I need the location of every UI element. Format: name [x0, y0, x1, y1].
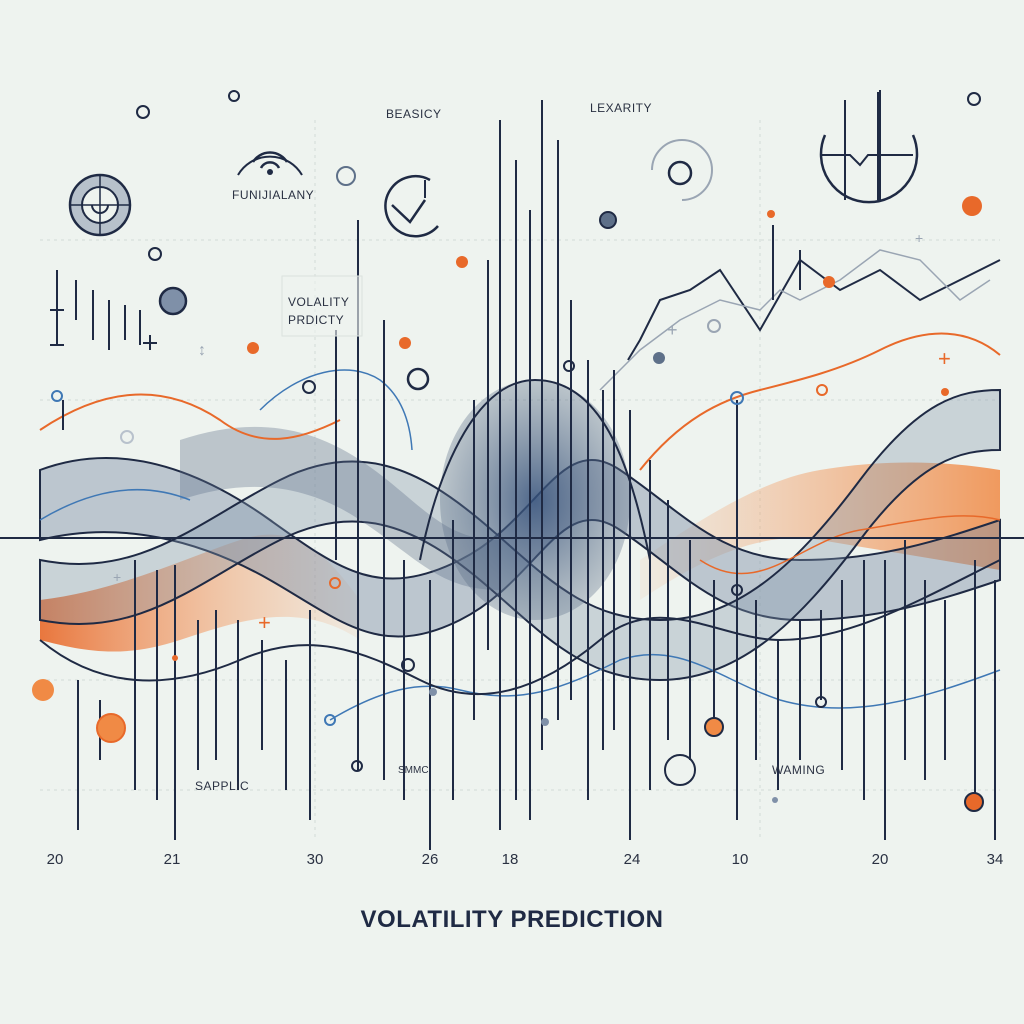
- ribbon-3: [180, 426, 500, 590]
- annotation-funijialany: FUNIJIALANY: [232, 188, 314, 202]
- x-tick-label: 20: [872, 851, 889, 868]
- marker-dot: [563, 360, 575, 372]
- marker-dot: [772, 797, 778, 803]
- marker-dot: [707, 319, 721, 333]
- svg-text:+: +: [915, 230, 923, 246]
- marker-dot: [336, 166, 356, 186]
- marker-dot: [96, 713, 126, 743]
- marker-dot: [731, 584, 743, 596]
- x-tick-label: 18: [502, 851, 519, 868]
- orange-line-bottom-right: [699, 515, 1001, 575]
- orange-band-right: [640, 462, 1000, 600]
- marker-dot: [541, 718, 549, 726]
- x-tick-label: 24: [624, 851, 641, 868]
- annotation-beasicy: BEASICY: [386, 107, 442, 121]
- marker-dot: [429, 688, 437, 696]
- marker-dot: [329, 577, 341, 589]
- marker-dot: [399, 337, 411, 349]
- marker-dot: [456, 256, 468, 268]
- plus-minus-icons: ↕ + + + + +: [113, 230, 951, 635]
- markers: [32, 90, 984, 812]
- svg-text:↕: ↕: [198, 342, 206, 359]
- blue-line-arc: [259, 369, 413, 451]
- marker-dot: [51, 390, 63, 402]
- annotation-box: [281, 275, 363, 337]
- wifi-icon: [237, 151, 303, 176]
- marker-dot: [816, 384, 828, 396]
- marker-dot: [599, 211, 617, 229]
- annotation-sapplic: SAPPLIC: [195, 779, 249, 793]
- marker-dot: [302, 380, 316, 394]
- svg-text:+: +: [258, 610, 271, 635]
- marker-dot: [120, 430, 134, 444]
- marker-dot: [228, 90, 240, 102]
- svg-text:+: +: [667, 320, 678, 340]
- marker-dot: [704, 717, 724, 737]
- marker-dot: [32, 679, 54, 701]
- x-tick-label: 26: [422, 851, 439, 868]
- marker-dot: [324, 714, 336, 726]
- marker-dot: [148, 247, 162, 261]
- marker-dot: [247, 342, 259, 354]
- blue-line-left: [39, 488, 191, 521]
- zigzag-line-grey: [599, 249, 991, 391]
- x-tick-label: 34: [987, 851, 1004, 868]
- marker-dot: [815, 696, 827, 708]
- orange-line-top-left: [39, 393, 341, 440]
- marker-dot: [962, 196, 982, 216]
- x-tick-label: 21: [164, 851, 181, 868]
- marker-dot: [172, 655, 178, 661]
- marker-dot: [941, 388, 949, 396]
- annotation-waming: WAMING: [772, 763, 825, 777]
- marker-dot: [730, 391, 744, 405]
- x-tick-label: 10: [732, 851, 749, 868]
- arrow-circle-icon: [384, 175, 439, 238]
- marker-dot: [664, 754, 696, 786]
- marker-dot: [823, 276, 835, 288]
- x-tick-label: 20: [47, 851, 64, 868]
- annotation-smmc: SMMC: [398, 765, 429, 776]
- grid: [40, 120, 1000, 840]
- marker-dot: [964, 792, 984, 812]
- marker-dot: [967, 92, 981, 106]
- annotation-lexarity: LEXARITY: [590, 101, 652, 115]
- marker-dot: [406, 367, 430, 391]
- gauge-icon: [68, 173, 132, 237]
- orange-band-left: [40, 534, 360, 652]
- center-outline: [419, 378, 651, 561]
- chart-title: VOLATILITY PREDICTION: [361, 906, 664, 933]
- ring-icon: [651, 139, 714, 201]
- zigzag-line-navy: [627, 258, 1001, 361]
- volatility-spikes: [50, 90, 996, 850]
- annotation-volality: VOLALITY PRDICTY: [288, 295, 349, 327]
- ribbon-2: [39, 388, 1001, 682]
- x-axis-tick-labels: 20 21 30 26 18 24 10 20 34: [47, 851, 1004, 868]
- orange-line-top-right: [639, 332, 1001, 471]
- svg-text:+: +: [113, 569, 121, 585]
- marker-dot: [351, 760, 363, 772]
- marker-dot: [158, 286, 188, 316]
- svg-text:+: +: [938, 346, 951, 371]
- marker-dot: [667, 160, 693, 186]
- marker-dot: [401, 658, 415, 672]
- marker-dot: [767, 210, 775, 218]
- marker-dot: [653, 352, 665, 364]
- x-tick-label: 30: [307, 851, 324, 868]
- heart-rate-circle-icon: [819, 92, 919, 204]
- marker-dot: [136, 105, 150, 119]
- center-bulge: [440, 380, 630, 620]
